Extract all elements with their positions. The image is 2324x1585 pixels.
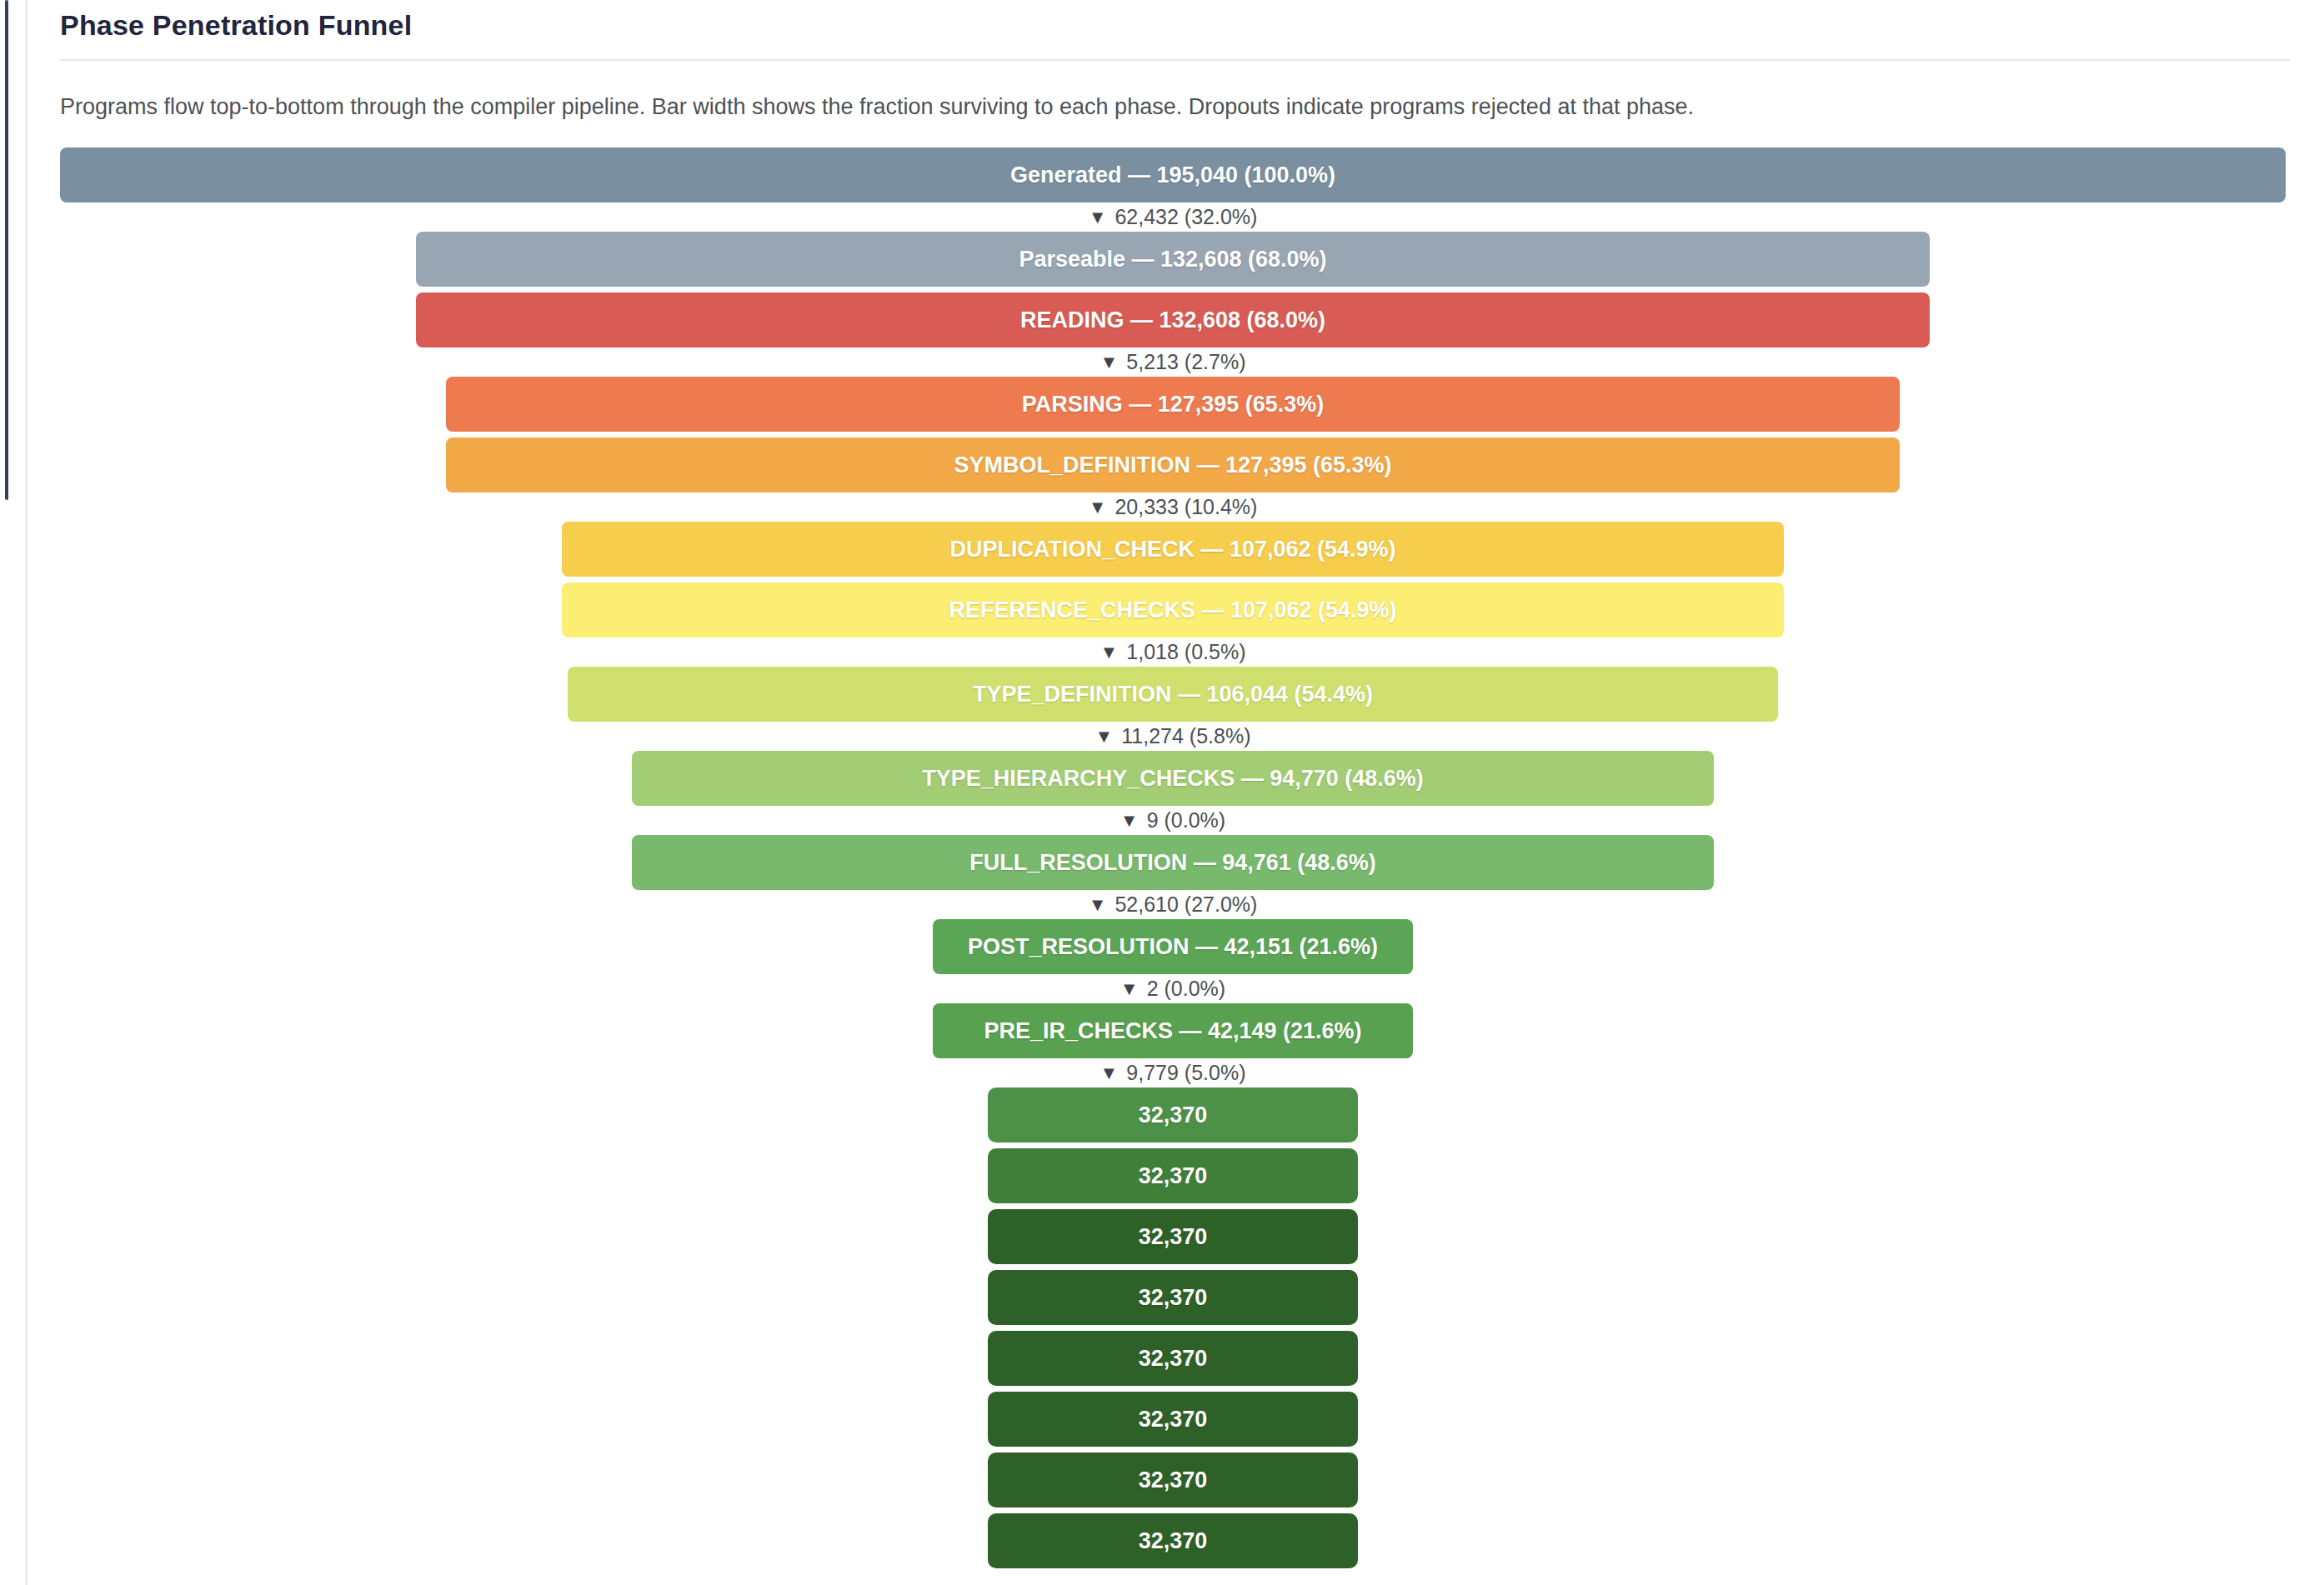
dropout-label: 11,274 (5.8%) (1121, 724, 1250, 748)
funnel-bar-label: TYPE_HIERARCHY_CHECKS — 94,770 (48.6%) (922, 766, 1424, 792)
funnel-bar-parsing: PARSING — 127,395 (65.3%) (446, 377, 1900, 432)
funnel-bar-label: Parseable — 132,608 (68.0%) (1019, 247, 1326, 272)
funnel-bar-final-stage-2: 32,370 (988, 1148, 1357, 1203)
dropout-triangle-icon: ▼ (1120, 980, 1139, 998)
funnel-bar-label: 32,370 (1139, 1468, 1208, 1493)
funnel-bar-label: READING — 132,608 (68.0%) (1020, 308, 1325, 333)
funnel-bar-type-hierarchy-checks: TYPE_HIERARCHY_CHECKS — 94,770 (48.6%) (632, 751, 1714, 806)
dropout-triangle-icon: ▼ (1095, 728, 1114, 746)
page-title: Phase Penetration Funnel (60, 8, 2324, 42)
funnel-bar-final-stage-1: 32,370 (988, 1088, 1357, 1142)
funnel-bar-full-resolution: FULL_RESOLUTION — 94,761 (48.6%) (632, 835, 1714, 890)
funnel-bar-duplication-check: DUPLICATION_CHECK — 107,062 (54.9%) (562, 522, 1784, 577)
dropout-label: 1,018 (0.5%) (1126, 640, 1245, 664)
funnel-bar-label: TYPE_DEFINITION — 106,044 (54.4%) (973, 682, 1373, 708)
dropout-label: 2 (0.0%) (1147, 977, 1225, 1001)
funnel-bar-final-stage-5: 32,370 (988, 1331, 1357, 1386)
dropout-triangle-icon: ▼ (1100, 643, 1119, 662)
funnel-bar-label: DUPLICATION_CHECK — 107,062 (54.9%) (949, 537, 1395, 562)
dropout-triangle-icon: ▼ (1089, 208, 1107, 227)
dropout-after-pre-ir-checks: ▼ 9,779 (5.0%) (60, 1058, 2286, 1088)
funnel-bar-label: Generated — 195,040 (100.0%) (1010, 162, 1335, 188)
funnel-bar-final-stage-8: 32,370 (988, 1513, 1357, 1568)
funnel-bar-reading: READING — 132,608 (68.0%) (416, 292, 1930, 348)
funnel-bar-label: 32,370 (1139, 1407, 1208, 1432)
funnel-bar-label: 32,370 (1139, 1528, 1208, 1554)
report-page: Phase Penetration Funnel Programs flow t… (26, 0, 2324, 1585)
scrollbar-thumb[interactable] (5, 0, 8, 500)
title-divider (60, 59, 2290, 61)
dropout-after-full-resolution: ▼ 52,610 (27.0%) (60, 890, 2286, 919)
dropout-triangle-icon: ▼ (1100, 1064, 1119, 1082)
dropout-triangle-icon: ▼ (1100, 353, 1119, 372)
dropout-label: 20,333 (10.4%) (1114, 495, 1257, 519)
dropout-triangle-icon: ▼ (1089, 498, 1107, 517)
dropout-label: 52,610 (27.0%) (1114, 892, 1257, 917)
dropout-after-generated: ▼ 62,432 (32.0%) (60, 202, 2286, 232)
funnel-bar-generated: Generated — 195,040 (100.0%) (60, 148, 2286, 202)
funnel-bar-label: 32,370 (1139, 1346, 1208, 1372)
funnel-bar-label: PRE_IR_CHECKS — 42,149 (21.6%) (984, 1018, 1361, 1044)
funnel-bar-final-stage-3: 32,370 (988, 1209, 1357, 1264)
funnel-bar-final-stage-4: 32,370 (988, 1270, 1357, 1325)
funnel-bar-label: 32,370 (1139, 1224, 1208, 1250)
funnel-bar-symbol-definition: SYMBOL_DEFINITION — 127,395 (65.3%) (446, 438, 1900, 492)
funnel-bar-parseable: Parseable — 132,608 (68.0%) (416, 232, 1930, 287)
funnel-bar-label: PARSING — 127,395 (65.3%) (1022, 392, 1325, 418)
dropout-after-type-definition: ▼ 11,274 (5.8%) (60, 722, 2286, 751)
funnel-bar-type-definition: TYPE_DEFINITION — 106,044 (54.4%) (568, 667, 1778, 722)
dropout-triangle-icon: ▼ (1120, 812, 1139, 830)
funnel-bar-final-stage-6: 32,370 (988, 1392, 1357, 1447)
chart-description: Programs flow top-to-bottom through the … (60, 93, 2324, 121)
dropout-label: 62,432 (32.0%) (1114, 205, 1257, 229)
funnel-bar-label: 32,370 (1139, 1102, 1208, 1128)
dropout-label: 9,779 (5.0%) (1126, 1061, 1245, 1085)
funnel-bar-label: 32,370 (1139, 1163, 1208, 1189)
funnel-bar-label: 32,370 (1139, 1285, 1208, 1311)
funnel-bar-post-resolution: POST_RESOLUTION — 42,151 (21.6%) (933, 919, 1414, 974)
funnel-bar-final-stage-7: 32,370 (988, 1452, 1357, 1508)
dropout-label: 9 (0.0%) (1147, 808, 1225, 832)
funnel-bar-reference-checks: REFERENCE_CHECKS — 107,062 (54.9%) (562, 582, 1784, 638)
dropout-after-type-hierarchy-checks: ▼ 9 (0.0%) (60, 806, 2286, 835)
dropout-after-post-resolution: ▼ 2 (0.0%) (60, 974, 2286, 1003)
dropout-after-reading: ▼ 5,213 (2.7%) (60, 348, 2286, 377)
funnel-bar-label: REFERENCE_CHECKS — 107,062 (54.9%) (949, 598, 1396, 623)
funnel-bar-label: POST_RESOLUTION — 42,151 (21.6%) (968, 934, 1378, 960)
funnel-bar-label: FULL_RESOLUTION — 94,761 (48.6%) (969, 850, 1376, 876)
funnel-bar-pre-ir-checks: PRE_IR_CHECKS — 42,149 (21.6%) (933, 1003, 1414, 1058)
dropout-after-reference-checks: ▼ 1,018 (0.5%) (60, 638, 2286, 667)
dropout-label: 5,213 (2.7%) (1126, 350, 1245, 374)
dropout-after-symbol-definition: ▼ 20,333 (10.4%) (60, 492, 2286, 522)
phase-penetration-funnel-chart: Generated — 195,040 (100.0%) ▼ 62,432 (32.… (60, 148, 2286, 1568)
funnel-bar-label: SYMBOL_DEFINITION — 127,395 (65.3%) (954, 452, 1391, 478)
dropout-triangle-icon: ▼ (1089, 896, 1107, 914)
